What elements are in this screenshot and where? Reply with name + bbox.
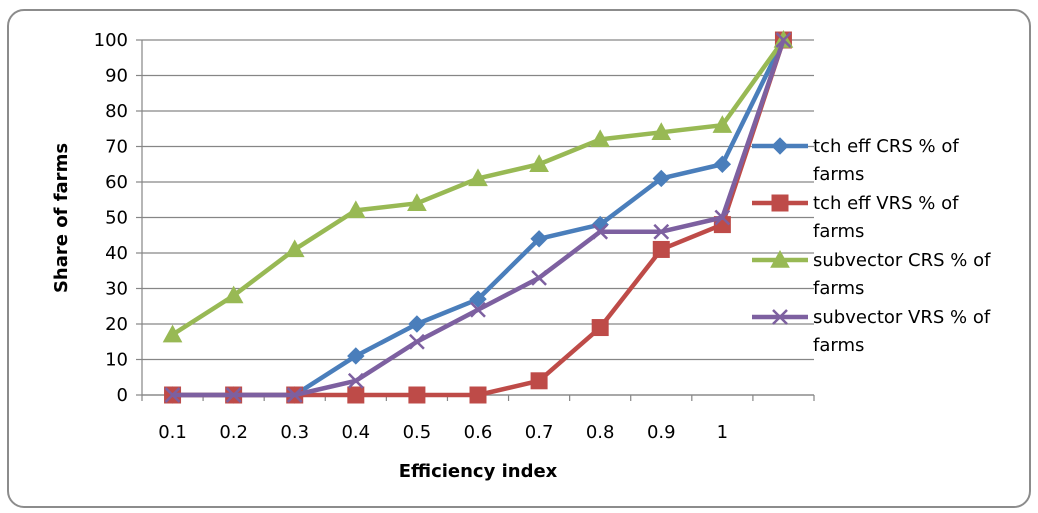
- data-point-x: [347, 372, 364, 389]
- data-point-triangle: [770, 249, 790, 268]
- data-point-square: [771, 194, 789, 212]
- y-tick-label: 70: [105, 137, 128, 158]
- x-tick-label: 0.6: [464, 422, 493, 443]
- data-point-triangle: [345, 200, 366, 219]
- legend-item: subvector VRS % of farms: [752, 307, 991, 356]
- data-point-diamond: [652, 169, 670, 188]
- x-tick-label: 0.1: [158, 422, 187, 443]
- data-point-triangle: [162, 324, 183, 343]
- y-tick-label: 0: [117, 385, 128, 406]
- y-tick-label: 10: [105, 350, 128, 371]
- data-point-diamond: [408, 315, 426, 333]
- legend-item: tch eff CRS % of farms: [752, 136, 959, 185]
- data-point-square: [347, 386, 365, 404]
- data-point-square: [530, 372, 548, 390]
- data-point-x: [653, 223, 670, 240]
- data-point-x: [775, 32, 792, 48]
- data-point-x: [164, 387, 181, 403]
- legend-label: tch eff VRS % of farms: [813, 193, 959, 242]
- data-point-triangle: [223, 285, 244, 304]
- legend-item: tch eff VRS % of farms: [752, 193, 959, 242]
- y-tick-label: 90: [105, 66, 128, 87]
- legend-label: subvector VRS % of farms: [813, 307, 991, 356]
- x-tick-label: 0.9: [647, 422, 676, 443]
- data-point-diamond: [469, 290, 487, 308]
- y-tick-label: 60: [105, 172, 128, 193]
- data-point-square: [652, 240, 670, 258]
- y-axis-title: Share of farms: [51, 143, 72, 293]
- data-point-diamond: [530, 230, 548, 248]
- y-tick-label: 30: [105, 279, 128, 300]
- data-point-diamond: [713, 155, 732, 173]
- data-point-square: [469, 386, 487, 404]
- data-point-triangle: [407, 193, 427, 211]
- data-point-x: [531, 269, 547, 286]
- data-point-triangle: [529, 154, 549, 172]
- data-point-square: [408, 386, 426, 404]
- legend: tch eff CRS % of farms tch eff VRS % of far…: [752, 136, 991, 356]
- data-point-diamond: [347, 347, 365, 365]
- x-tick-label: 0.3: [280, 422, 309, 443]
- data-point-x: [592, 223, 609, 240]
- y-tick-label: 80: [105, 101, 128, 122]
- gridlines: [142, 39, 814, 396]
- x-tick-label: 0.2: [219, 422, 248, 443]
- data-point-triangle: [468, 168, 488, 187]
- data-point-x: [714, 209, 731, 226]
- data-point-diamond: [771, 137, 789, 155]
- y-tick-label: 50: [105, 208, 128, 229]
- data-point-x: [225, 387, 242, 403]
- data-point-triangle: [284, 239, 305, 258]
- data-point-triangle: [712, 115, 733, 133]
- x-tick-label: 0.4: [341, 422, 370, 443]
- axes: 0 10 20 30 40 50 60 70 80 90 100 0.1 0.2 0.3 0.4 0.5 0.6…: [94, 30, 815, 443]
- data-point-triangle: [651, 122, 672, 140]
- x-tick-label: 1: [717, 422, 728, 443]
- x-tick-label: 0.5: [403, 422, 432, 443]
- legend-label: tch eff CRS % of farms: [813, 136, 959, 185]
- legend-label: subvector CRS % of farms: [813, 250, 991, 299]
- legend-item: subvector CRS % of farms: [752, 249, 991, 299]
- data-point-x: [286, 387, 303, 403]
- data-point-square: [591, 319, 609, 337]
- series-lines: [162, 29, 794, 404]
- data-point-x: [409, 333, 425, 350]
- data-point-triangle: [590, 129, 611, 148]
- data-point-x: [772, 309, 788, 325]
- y-tick-label: 40: [105, 243, 128, 264]
- series-3: [162, 29, 794, 343]
- data-point-x: [470, 301, 486, 318]
- series-4: [164, 32, 792, 403]
- x-axis-title: Efficiency index: [399, 461, 558, 482]
- x-tick-label: 0.8: [586, 422, 615, 443]
- x-tick-label: 0.7: [525, 422, 554, 443]
- y-tick-label: 20: [105, 314, 128, 335]
- y-tick-label: 100: [94, 30, 128, 51]
